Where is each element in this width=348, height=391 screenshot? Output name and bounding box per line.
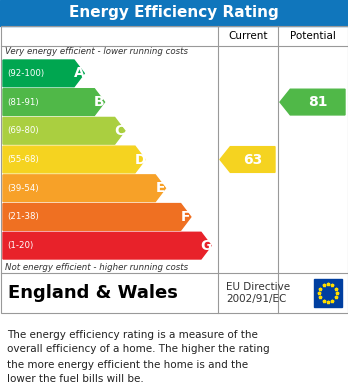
Polygon shape — [220, 147, 275, 172]
Text: Energy Efficiency Rating: Energy Efficiency Rating — [69, 5, 279, 20]
Text: Not energy efficient - higher running costs: Not energy efficient - higher running co… — [5, 263, 188, 272]
Text: B: B — [94, 95, 105, 109]
Bar — [0, 26, 348, 313]
Text: Very energy efficient - lower running costs: Very energy efficient - lower running co… — [5, 47, 188, 56]
Text: (55-68): (55-68) — [7, 155, 39, 164]
Text: Potential: Potential — [290, 31, 336, 41]
Polygon shape — [3, 175, 165, 202]
Polygon shape — [3, 89, 104, 115]
Text: 63: 63 — [243, 152, 262, 167]
Text: (39-54): (39-54) — [7, 184, 39, 193]
Text: C: C — [114, 124, 125, 138]
Text: (69-80): (69-80) — [7, 126, 39, 135]
Polygon shape — [3, 204, 191, 230]
Text: D: D — [134, 152, 146, 167]
Text: (92-100): (92-100) — [7, 69, 44, 78]
Bar — [314, 279, 342, 307]
Text: lower the fuel bills will be.: lower the fuel bills will be. — [7, 375, 144, 384]
Text: E: E — [156, 181, 165, 195]
Text: The energy efficiency rating is a measure of the: The energy efficiency rating is a measur… — [7, 330, 258, 339]
Text: 81: 81 — [308, 95, 327, 109]
Text: A: A — [74, 66, 85, 81]
Text: England & Wales: England & Wales — [8, 284, 178, 302]
Text: G: G — [200, 239, 212, 253]
Polygon shape — [3, 60, 84, 87]
Polygon shape — [3, 117, 125, 144]
Text: Current: Current — [228, 31, 268, 41]
Text: (1-20): (1-20) — [7, 241, 33, 250]
Text: EU Directive
2002/91/EC: EU Directive 2002/91/EC — [226, 282, 290, 304]
Text: overall efficiency of a home. The higher the rating: overall efficiency of a home. The higher… — [7, 344, 270, 355]
Text: (81-91): (81-91) — [7, 98, 39, 107]
Text: the more energy efficient the home is and the: the more energy efficient the home is an… — [7, 359, 248, 369]
Polygon shape — [3, 146, 145, 173]
Polygon shape — [3, 232, 211, 259]
Text: (21-38): (21-38) — [7, 212, 39, 221]
Bar — [0, 0, 348, 26]
Polygon shape — [280, 89, 345, 115]
Text: F: F — [181, 210, 190, 224]
